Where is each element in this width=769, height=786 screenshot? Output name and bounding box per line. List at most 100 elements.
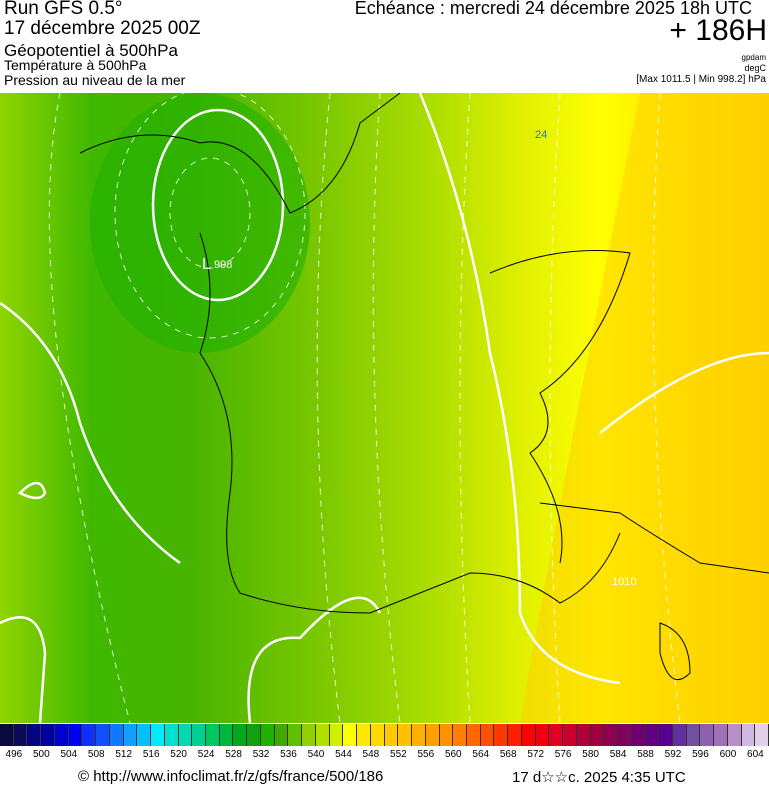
echeance: Echéance : mercredi 24 décembre 2025 18h… — [354, 0, 752, 18]
isobar-label-1010: 1010 — [612, 576, 636, 588]
colorbar-cell — [13, 724, 28, 746]
colorbar-cell — [0, 724, 14, 746]
isobars — [0, 93, 769, 723]
colorbar-cell — [54, 724, 69, 746]
colorbar-tick: 532 — [252, 749, 270, 760]
colorbar-cell — [590, 724, 605, 746]
colorbar-tick: 496 — [5, 749, 23, 760]
low-pressure-marker: L — [202, 256, 211, 273]
colorbar-tick: 552 — [390, 749, 407, 760]
colorbar-tick: 600 — [719, 749, 737, 760]
run-label: Run GFS 0.5° — [4, 0, 123, 19]
colorbar — [0, 724, 769, 746]
colorbar-cell — [453, 724, 467, 746]
colorbar-cell — [508, 724, 522, 746]
lead-time: + 186H — [669, 14, 767, 47]
colorbar-ticks: 496 500 504 508 512 516 520 524 528 532 536 540 544 5… — [0, 749, 769, 763]
colorbar-cell — [727, 724, 742, 746]
colorbar-cell — [672, 724, 687, 746]
colorbar-tick: 576 — [554, 749, 572, 760]
colorbar-tick: 508 — [87, 749, 105, 760]
colorbar-cell — [260, 724, 275, 746]
colorbar-cell — [192, 724, 207, 746]
colorbar-cell — [480, 724, 495, 746]
colorbar-tick: 548 — [362, 749, 380, 760]
unit-degc: degC — [744, 63, 766, 73]
colorbar-tick: 512 — [115, 749, 133, 760]
colorbar-cell — [618, 724, 632, 746]
colorbar-tick: 520 — [170, 749, 187, 760]
colorbar-tick: 500 — [32, 749, 50, 760]
subtitle-pressure: Pression au niveau de la mer — [4, 72, 186, 88]
temperature-contours — [48, 93, 681, 723]
colorbar-tick: 516 — [142, 749, 160, 760]
colorbar-cell — [535, 724, 550, 746]
colorbar-tick: 584 — [609, 749, 627, 760]
colorbar-cell — [219, 724, 234, 746]
colorbar-cell — [741, 724, 756, 746]
colorbar-cell — [178, 724, 193, 746]
colorbar-cell — [109, 724, 124, 746]
colorbar-cell — [343, 724, 358, 746]
colorbar-tick: 544 — [335, 749, 352, 760]
colorbar-tick: 564 — [472, 749, 490, 760]
colorbar-cell — [123, 724, 138, 746]
colorbar-cell — [439, 724, 454, 746]
colorbar-cell — [700, 724, 715, 746]
colorbar-cell — [96, 724, 110, 746]
colorbar-cell — [233, 724, 248, 746]
colorbar-cell — [398, 724, 413, 746]
colorbar-cell — [686, 724, 701, 746]
colorbar-cell — [755, 724, 769, 746]
colorbar-cell — [137, 724, 152, 746]
colorbar-tick: 556 — [417, 749, 435, 760]
colorbar-cell — [302, 724, 316, 746]
colorbar-cell — [714, 724, 728, 746]
colorbar-cell — [164, 724, 179, 746]
colorbar-tick: 504 — [60, 749, 78, 760]
colorbar-tick: 524 — [197, 749, 215, 760]
colorbar-cell — [521, 724, 536, 746]
colorbar-cell — [370, 724, 385, 746]
colorbar-cell — [466, 724, 481, 746]
source-url[interactable]: © http://www.infoclimat.fr/z/gfs/france/… — [78, 768, 384, 785]
colorbar-cell — [645, 724, 660, 746]
colorbar-tick: 540 — [307, 749, 325, 760]
colorbar-tick: 588 — [637, 749, 654, 760]
unit-gpdam: gpdam — [741, 53, 766, 62]
colorbar-tick: 604 — [747, 749, 764, 760]
colorbar-tick: 572 — [527, 749, 545, 760]
colorbar-cell — [631, 724, 646, 746]
run-date: 17 décembre 2025 00Z — [4, 18, 201, 39]
low-pressure-zone — [90, 93, 310, 353]
isotherm-label-24: 24 — [535, 129, 547, 141]
weather-map: L 998 1010 24 — [0, 93, 769, 723]
coastlines-borders — [79, 93, 769, 681]
colorbar-cell — [206, 724, 220, 746]
colorbar-cell — [563, 724, 577, 746]
colorbar-cell — [576, 724, 591, 746]
colorbar-tick: 536 — [280, 749, 297, 760]
generation-timestamp: 17 d☆☆c. 2025 4:35 UTC — [512, 769, 686, 786]
colorbar-tick: 580 — [582, 749, 599, 760]
colorbar-tick: 560 — [444, 749, 462, 760]
colorbar-cell — [27, 724, 42, 746]
colorbar-tick: 568 — [499, 749, 517, 760]
colorbar-cell — [151, 724, 165, 746]
colorbar-cell — [425, 724, 440, 746]
colorbar-cell — [82, 724, 97, 746]
subtitle-temperature: Température à 500hPa — [4, 57, 147, 73]
colorbar-cell — [549, 724, 564, 746]
colorbar-cell — [288, 724, 303, 746]
colorbar-tick: 596 — [692, 749, 709, 760]
low-pressure-value: 998 — [214, 259, 232, 271]
warm-zone — [520, 93, 769, 723]
map-title: Géopotentiel à 500hPa — [4, 41, 178, 60]
colorbar-cell — [68, 724, 83, 746]
colorbar-cell — [329, 724, 344, 746]
colorbar-cell — [494, 724, 509, 746]
colorbar-cell — [659, 724, 673, 746]
colorbar-cell — [315, 724, 330, 746]
colorbar-cell — [357, 724, 371, 746]
colorbar-tick: 528 — [225, 749, 242, 760]
